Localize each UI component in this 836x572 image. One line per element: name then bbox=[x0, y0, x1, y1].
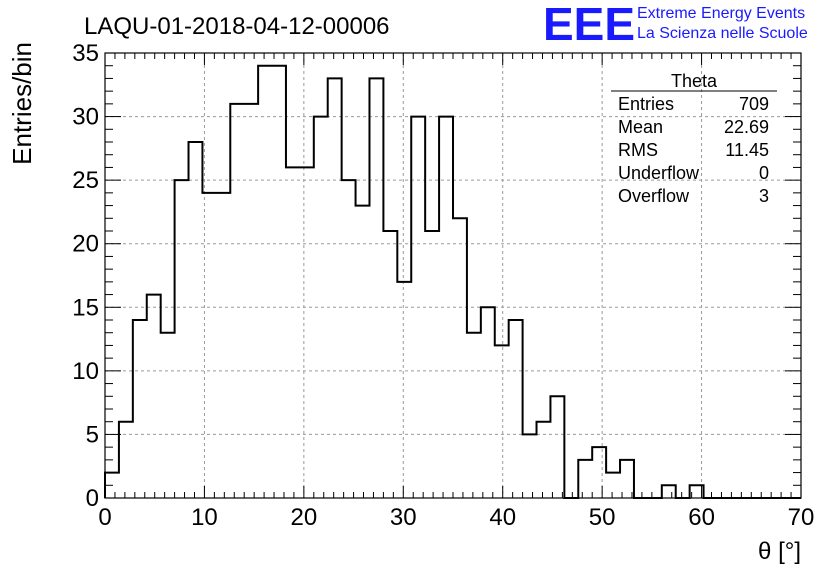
histogram-bin bbox=[272, 66, 286, 498]
histogram-bin bbox=[369, 78, 383, 498]
stats-label: Underflow bbox=[618, 163, 700, 183]
histogram-bin bbox=[230, 104, 244, 498]
chart-title: LAQU-01-2018-04-12-00006 bbox=[84, 13, 390, 40]
stats-value: 3 bbox=[759, 186, 769, 206]
x-tick-label: 60 bbox=[688, 504, 715, 531]
x-tick-label: 70 bbox=[788, 504, 815, 531]
y-tick-label: 30 bbox=[72, 104, 99, 131]
histogram-bin bbox=[467, 333, 481, 498]
stats-label: RMS bbox=[618, 140, 658, 160]
histogram-bin bbox=[550, 396, 564, 498]
histogram-bin bbox=[258, 66, 272, 498]
histogram-bin bbox=[342, 180, 356, 498]
histogram-bin bbox=[592, 447, 606, 498]
histogram-bin bbox=[147, 295, 161, 498]
histogram-bin bbox=[119, 422, 133, 498]
stats-value: 22.69 bbox=[724, 117, 769, 137]
eee-logo: EEE Extreme Energy Events La Scienza nel… bbox=[543, 0, 808, 50]
stats-label: Overflow bbox=[618, 186, 690, 206]
logo-line-2: La Scienza nelle Scuole bbox=[637, 25, 808, 42]
histogram-bin bbox=[175, 180, 189, 498]
histogram-bin bbox=[383, 231, 397, 498]
logo-line-1: Extreme Energy Events bbox=[637, 5, 805, 22]
x-tick-label: 50 bbox=[589, 504, 616, 531]
histogram-series bbox=[104, 64, 801, 499]
y-tick-label: 15 bbox=[72, 294, 99, 321]
stats-value: 0 bbox=[759, 163, 769, 183]
stats-value: 11.45 bbox=[725, 140, 769, 160]
stats-rows: Entries 709 Mean 22.69 RMS 11.45 Underflow 0 Ove… bbox=[618, 94, 769, 206]
histogram-bin bbox=[328, 78, 342, 498]
histogram-bin bbox=[453, 218, 467, 498]
histogram-bin bbox=[356, 206, 370, 498]
histogram-bin bbox=[244, 104, 258, 498]
x-tick-label: 20 bbox=[291, 504, 318, 531]
stats-label: Mean bbox=[618, 117, 663, 137]
histogram-bin bbox=[425, 231, 439, 498]
x-tick-label: 0 bbox=[98, 504, 111, 531]
histogram-bin bbox=[133, 320, 147, 498]
histogram-bin bbox=[578, 460, 592, 498]
stats-label: Entries bbox=[618, 94, 674, 114]
stats-value: 709 bbox=[739, 94, 769, 114]
x-tick-label: 10 bbox=[191, 504, 218, 531]
y-tick-label: 10 bbox=[72, 358, 99, 385]
histogram-bin bbox=[509, 320, 523, 498]
stats-title: Theta bbox=[671, 71, 718, 91]
y-tick-label: 25 bbox=[72, 167, 99, 194]
x-tick-label: 30 bbox=[390, 504, 417, 531]
histogram-bin bbox=[161, 333, 175, 498]
x-tick-label: 40 bbox=[489, 504, 516, 531]
histogram-bin bbox=[202, 193, 216, 498]
y-tick-labels: 0 5 10 15 20 25 30 35 bbox=[72, 40, 99, 512]
histogram-bin bbox=[397, 282, 411, 498]
y-tick-label: 20 bbox=[72, 231, 99, 258]
histogram-bin bbox=[606, 473, 620, 498]
y-tick-label: 35 bbox=[72, 40, 99, 67]
histogram-bin bbox=[495, 345, 509, 498]
y-axis-label: Entries/bin bbox=[7, 42, 37, 165]
histogram-bin bbox=[216, 193, 230, 498]
y-tick-label: 5 bbox=[86, 421, 99, 448]
y-tick-label: 0 bbox=[86, 485, 99, 512]
histogram-bin bbox=[286, 167, 300, 498]
axis-ticks bbox=[104, 52, 802, 499]
stats-box: Theta Entries 709 Mean 22.69 RMS 11.45 Underfl… bbox=[611, 71, 777, 206]
histogram-bin bbox=[481, 307, 495, 498]
histogram-bin bbox=[662, 485, 676, 498]
histogram-bin bbox=[300, 167, 314, 498]
eee-logo-mark: EEE bbox=[543, 0, 635, 50]
histogram-bin bbox=[189, 142, 203, 498]
histogram-line bbox=[104, 64, 801, 499]
x-axis-label: θ [°] bbox=[758, 538, 801, 565]
histogram-bin bbox=[523, 434, 537, 498]
histogram-bin bbox=[537, 422, 551, 498]
x-tick-labels: 0 10 20 30 40 50 60 70 bbox=[98, 504, 814, 531]
